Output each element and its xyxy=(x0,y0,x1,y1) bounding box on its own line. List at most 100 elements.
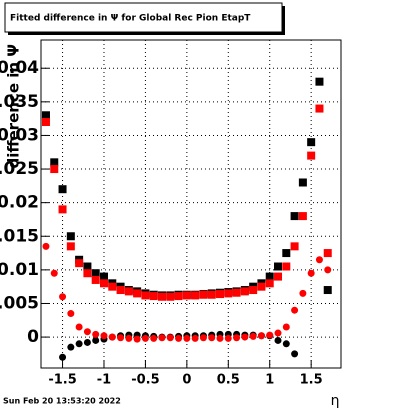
circle-marker xyxy=(75,323,83,331)
square-marker xyxy=(66,232,75,241)
x-tick-label: 1.5 xyxy=(300,373,323,388)
y-tick-label: 0.025 xyxy=(0,159,39,179)
circle-marker xyxy=(83,338,91,346)
square-marker xyxy=(307,151,316,160)
circle-marker xyxy=(92,336,100,344)
square-marker xyxy=(108,282,117,291)
square-marker xyxy=(58,205,67,214)
square-marker xyxy=(191,291,200,300)
square-marker xyxy=(141,291,150,300)
circle-marker xyxy=(282,340,290,348)
circle-marker xyxy=(274,329,282,337)
circle-marker xyxy=(175,334,183,342)
square-marker xyxy=(166,292,175,301)
square-marker xyxy=(83,262,92,271)
circle-marker xyxy=(92,330,100,338)
square-marker xyxy=(315,77,324,86)
square-marker xyxy=(298,178,307,187)
y-tick-label: 0.035 xyxy=(0,92,39,112)
x-tick-label: 0.5 xyxy=(217,373,240,388)
square-marker xyxy=(99,279,108,288)
square-marker xyxy=(298,212,307,221)
circle-marker xyxy=(42,242,50,250)
square-marker xyxy=(149,292,158,301)
x-tick-label: -1.5 xyxy=(48,373,76,388)
square-marker xyxy=(274,262,283,271)
x-tick-label: 0 xyxy=(182,373,191,388)
y-tick-label: 0.005 xyxy=(0,293,39,313)
circle-marker xyxy=(108,333,116,341)
square-marker xyxy=(265,279,274,288)
square-marker xyxy=(66,242,75,251)
square-marker xyxy=(265,272,274,281)
square-marker xyxy=(91,269,100,278)
circle-marker xyxy=(183,334,191,342)
square-marker xyxy=(307,138,316,147)
square-marker xyxy=(91,275,100,284)
square-marker xyxy=(232,288,241,297)
chart-title: Fitted difference in Ψ for Global Rec Pi… xyxy=(10,14,251,24)
y-tick-label: 0.015 xyxy=(0,226,39,246)
square-marker xyxy=(240,287,249,296)
square-marker xyxy=(315,104,324,113)
square-marker xyxy=(83,269,92,278)
square-marker xyxy=(224,289,233,298)
circle-marker xyxy=(299,289,307,297)
square-marker xyxy=(257,282,266,291)
y-tick-label: 0.01 xyxy=(0,260,39,280)
circle-marker xyxy=(117,334,125,342)
x-tick-label: -1 xyxy=(97,373,111,388)
x-axis-label: η xyxy=(331,393,340,409)
square-marker xyxy=(157,292,166,301)
circle-marker xyxy=(224,334,232,342)
square-marker xyxy=(50,165,59,174)
circle-marker xyxy=(166,334,174,342)
circle-marker xyxy=(125,334,133,342)
circle-marker xyxy=(307,269,315,277)
circle-marker xyxy=(241,333,249,341)
square-marker xyxy=(282,262,291,271)
square-marker xyxy=(290,212,299,221)
square-marker xyxy=(41,111,50,120)
circle-marker xyxy=(249,332,257,340)
circle-marker xyxy=(199,334,207,342)
circle-marker xyxy=(141,334,149,342)
square-marker xyxy=(216,290,225,299)
square-marker xyxy=(124,287,133,296)
circle-marker xyxy=(208,334,216,342)
square-marker xyxy=(99,272,108,281)
square-marker xyxy=(282,249,291,258)
circle-marker xyxy=(150,334,158,342)
square-marker xyxy=(323,286,332,295)
circle-marker xyxy=(291,306,299,314)
square-marker xyxy=(182,291,191,300)
circle-marker xyxy=(67,310,75,318)
title-box xyxy=(4,2,283,33)
y-tick-label: 0.04 xyxy=(0,58,39,78)
square-marker xyxy=(207,290,216,299)
square-marker xyxy=(116,286,125,295)
timestamp: Sun Feb 20 13:53:20 2022 xyxy=(3,397,121,406)
circle-marker xyxy=(83,328,91,336)
square-marker xyxy=(41,118,50,126)
circle-marker xyxy=(59,353,67,361)
square-marker xyxy=(75,259,84,268)
circle-marker xyxy=(216,334,224,342)
circle-marker xyxy=(50,269,58,277)
square-marker xyxy=(58,185,67,194)
square-marker xyxy=(50,158,59,167)
circle-marker xyxy=(100,332,108,340)
y-tick-label: 0.03 xyxy=(0,125,39,145)
circle-marker xyxy=(282,323,290,331)
circle-marker xyxy=(67,343,75,351)
square-marker xyxy=(133,289,142,298)
circle-marker xyxy=(233,334,241,342)
square-marker xyxy=(290,242,299,251)
circle-marker xyxy=(315,256,323,264)
circle-marker xyxy=(158,334,166,342)
circle-marker xyxy=(274,336,282,344)
circle-marker xyxy=(266,331,274,339)
square-marker xyxy=(323,249,332,258)
y-tick-label: 0 xyxy=(27,327,39,347)
